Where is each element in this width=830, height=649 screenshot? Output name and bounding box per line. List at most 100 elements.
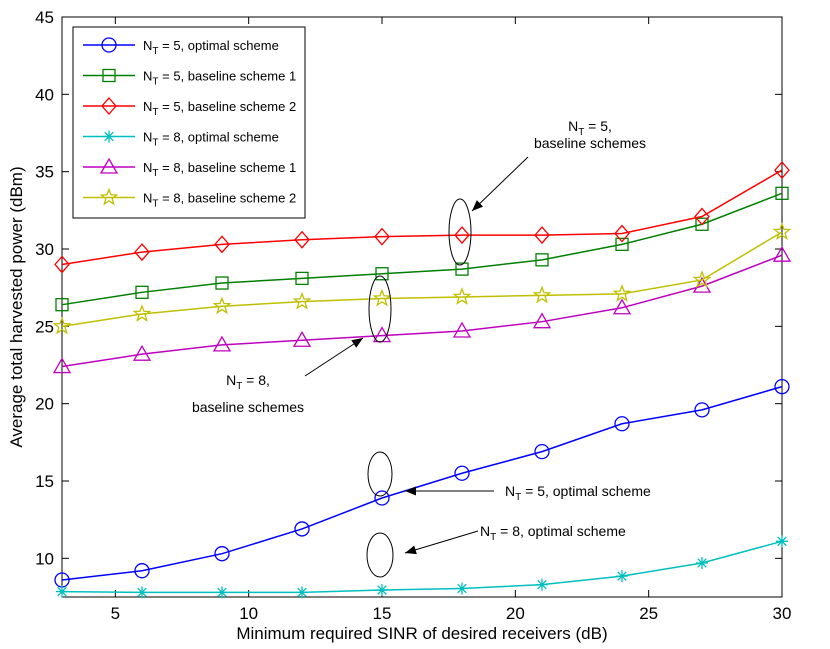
annotation-ellipse [366,532,394,578]
annotation-text: NT = 5, optimal scheme [505,483,651,503]
data-point [132,344,152,361]
annotation-text: NT = 8, [226,372,270,392]
y-tick-label: 25 [35,317,54,336]
annotation-text-main: N [226,372,236,388]
annotation-text-main: N [480,523,490,539]
data-point [132,304,152,322]
x-tick-label: 20 [506,604,525,623]
annotation-ellipse [448,198,472,266]
legend-box [72,26,306,219]
data-point [292,330,312,347]
data-point [294,521,310,537]
series-line [61,385,783,581]
series-line [61,231,783,328]
legend-label-rest: = 8, optimal scheme [159,130,279,145]
data-point [214,235,230,254]
data-point [134,563,150,579]
data-point [374,227,390,246]
data-point [612,283,632,302]
annotation-text-rest: = 8, optimal scheme [496,523,626,539]
data-point [214,546,230,562]
data-point [296,586,308,599]
annotation-arrow-line [471,156,529,212]
legend-label-rest: = 8, baseline scheme 2 [159,191,297,206]
data-point [694,402,710,418]
legend-label: NT = 5, optimal scheme [143,38,279,57]
data-point [696,556,708,569]
data-point [52,316,72,335]
legend-label: NT = 8, baseline scheme 1 [143,160,296,179]
legend-label-sub: T [152,199,158,210]
data-point [774,379,790,395]
legend-label-main: N [143,69,152,84]
y-tick-label: 45 [35,8,54,27]
y-tick-label: 15 [35,472,54,491]
data-point [454,226,470,245]
y-tick-label: 20 [35,395,54,414]
annotation-text-sub: T [490,532,496,543]
legend-label-sub: T [152,168,158,179]
data-point [212,296,232,315]
annotation-4: NT = 8, optimal scheme [480,523,626,543]
data-point [614,224,630,243]
data-point [534,226,550,245]
legend-marker [99,157,119,174]
annotation-1: NT = 5,baseline schemes [534,118,646,151]
data-point [775,186,789,200]
series-line [61,169,783,266]
legend-label-sub: T [152,77,158,88]
annotation-text: NT = 5, [568,118,612,138]
series-6 [52,222,792,335]
data-point [535,253,549,267]
annotation-text: NT = 8, optimal scheme [480,523,626,543]
annotation-arrow-head [405,486,416,496]
x-tick-label: 10 [239,604,258,623]
annotation-arrow-head [405,545,417,555]
annotation-text-sub: T [578,127,584,138]
annotation-text-main: baseline schemes [192,399,304,415]
series-3 [54,161,790,274]
data-point [692,270,712,288]
annotation-3: NT = 5, optimal scheme [505,483,651,503]
data-point [216,586,228,599]
series-line [61,254,783,368]
data-point [616,570,628,583]
legend-label-main: N [143,130,152,145]
annotation-text-main: baseline schemes [534,135,646,151]
data-point [454,465,470,481]
legend-label-rest: = 5, optimal scheme [159,38,279,53]
data-point [295,271,309,286]
annotation-text-rest: = 8, [242,372,270,388]
y-tick-label: 30 [35,240,54,259]
legend-label-main: N [143,191,152,206]
annotation-text-main: N [505,483,515,499]
data-point [375,267,389,281]
y-axis-title: Average total harvested power (dBm) [7,166,26,447]
data-point [215,276,229,290]
legend-label-main: N [143,99,152,114]
legend-label-main: N [143,160,152,175]
data-point [52,357,72,374]
data-point [136,586,148,599]
data-point [776,535,788,548]
data-point [56,585,68,598]
annotation-arrow-head [472,200,484,211]
x-axis-title: Minimum required SINR of desired receive… [236,624,607,643]
annotation-text-main: N [568,118,578,134]
legend-item: NT = 8, baseline scheme 2 [83,187,297,210]
legend-marker [101,37,117,53]
legend-label-sub: T [152,107,158,118]
annotation-arrow-line [304,337,364,377]
series-4 [56,535,788,599]
annotation-text: baseline schemes [534,135,646,151]
series-1 [54,379,790,588]
annotation-text: baseline schemes [192,399,304,415]
data-point [455,262,469,276]
x-tick-label: 30 [773,604,792,623]
data-point [774,161,790,180]
annotation-text-sub: T [515,492,521,503]
series-line [61,540,783,594]
x-tick-label: 25 [639,604,658,623]
annotation-ellipse [367,451,393,497]
data-point [456,582,468,595]
